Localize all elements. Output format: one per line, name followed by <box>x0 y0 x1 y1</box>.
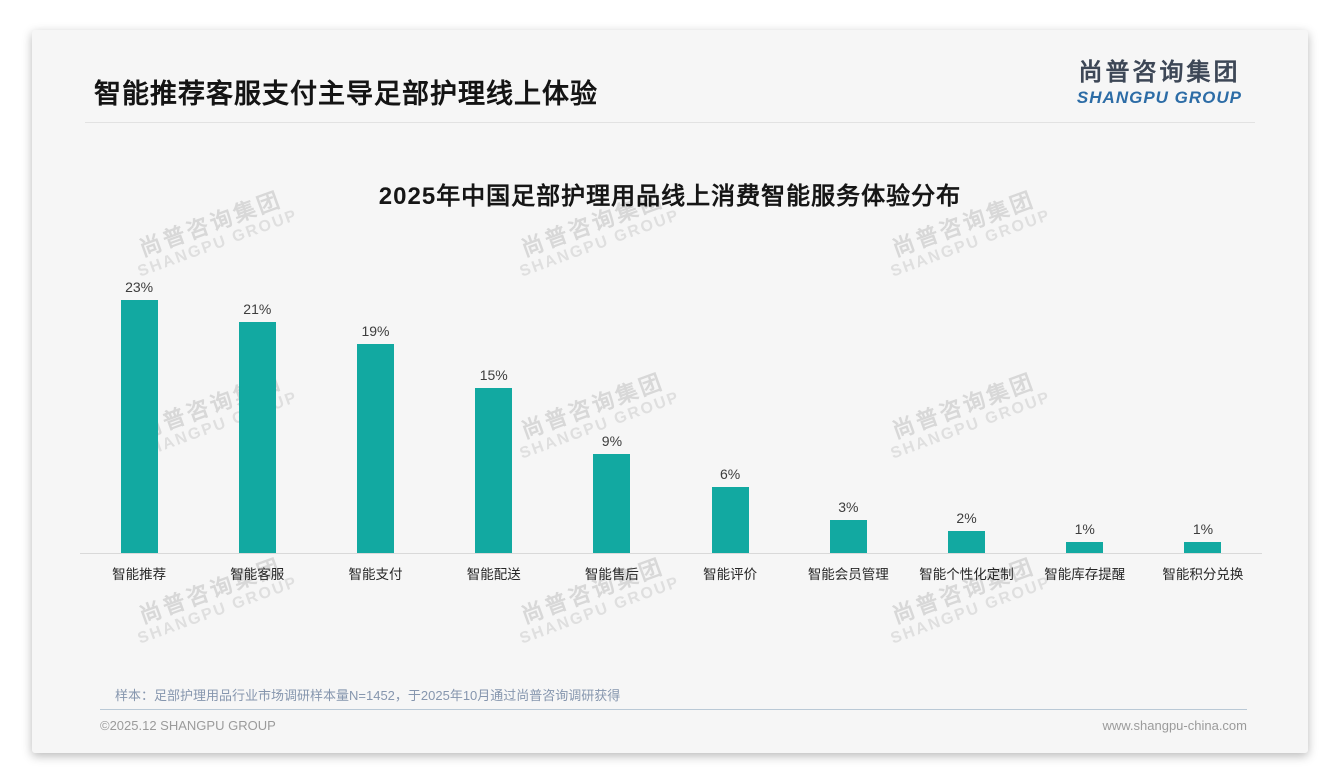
bar-column: 19% <box>316 268 434 553</box>
bar-category-label: 智能评价 <box>703 567 758 582</box>
header-divider <box>85 122 1255 123</box>
bar-value-label: 15% <box>479 367 508 383</box>
bar <box>829 520 867 553</box>
x-axis-line <box>80 553 1262 554</box>
sample-note: 样本：足部护理用品行业市场调研样本量N=1452，于2025年10月通过尚普咨询… <box>115 688 621 703</box>
website-url: www.shangpu-china.com <box>1102 718 1247 733</box>
bar-category-label: 智能积分兑换 <box>1162 567 1244 582</box>
brand-watermark: 尚普咨询集团 SHANGPU GROUP <box>878 546 1054 649</box>
bar-category-label: 智能推荐 <box>112 567 167 582</box>
bar-column: 15% <box>435 268 553 553</box>
bar-value-label: 6% <box>720 466 741 482</box>
bar-value-label: 3% <box>838 499 859 515</box>
copyright-text: ©2025.12 SHANGPU GROUP <box>100 718 276 733</box>
footer: ©2025.12 SHANGPU GROUP www.shangpu-china… <box>100 718 1247 733</box>
bar-category-label: 智能支付 <box>348 567 403 582</box>
bar-category-label: 智能配送 <box>466 567 521 582</box>
bar-chart-plot: 23% 21% 19% 15% 9% 6% 3% 2% 1% 1% <box>80 268 1262 553</box>
bar-category-label: 智能售后 <box>584 567 639 582</box>
brand-logo: 尚普咨询集团 SHANGPU GROUP <box>1077 52 1242 108</box>
bar <box>593 454 631 553</box>
brand-watermark: 尚普咨询集团 SHANGPU GROUP <box>125 546 301 649</box>
watermark-en-text: SHANGPU GROUP <box>517 573 683 648</box>
bar-column: 6% <box>671 268 789 553</box>
bar <box>948 531 986 553</box>
bar-value-label: 1% <box>1192 521 1214 537</box>
bar-value-label: 21% <box>243 301 272 317</box>
watermark-cn-text: 尚普咨询集团 <box>518 553 668 629</box>
bar-category-label: 智能个性化定制 <box>919 567 1014 582</box>
bar-column: 23% <box>80 268 198 553</box>
watermark-cn-text: 尚普咨询集团 <box>136 553 286 629</box>
bar <box>357 344 394 553</box>
watermark-cn-text: 尚普咨询集团 <box>889 553 1039 629</box>
bar-category-label: 智能客服 <box>230 567 285 582</box>
brand-logo-cn: 尚普咨询集团 <box>1078 59 1241 86</box>
bar-column: 2% <box>907 268 1025 553</box>
brand-watermark: 尚普咨询集团 SHANGPU GROUP <box>507 546 683 649</box>
bar <box>711 487 749 553</box>
watermark-en-text: SHANGPU GROUP <box>135 573 301 648</box>
bar-value-label: 2% <box>956 510 977 526</box>
footer-divider <box>100 709 1247 710</box>
bar-column: 1% <box>1026 268 1144 553</box>
bar-value-label: 1% <box>1074 521 1095 537</box>
page-title: 智能推荐客服支付主导足部护理线上体验 <box>94 79 598 109</box>
bar-column: 9% <box>553 268 671 553</box>
bar-column: 1% <box>1144 268 1262 553</box>
report-card: 尚普咨询集团 SHANGPU GROUP 尚普咨询集团 SHANGPU GROUP … <box>32 30 1308 753</box>
chart-title: 2025年中国足部护理用品线上消费智能服务体验分布 <box>378 183 962 210</box>
bar <box>1066 542 1104 553</box>
x-axis-category-labels: 智能推荐 智能客服 智能支付 智能配送 智能售后 智能评价 智能会员管理 智能个性化定制 智能库… <box>80 563 1262 583</box>
bar-value-label: 19% <box>361 323 390 339</box>
watermark-en-text: SHANGPU GROUP <box>888 573 1054 648</box>
bar-category-label: 智能库存提醒 <box>1044 567 1126 582</box>
bar <box>475 388 513 553</box>
brand-logo-en: SHANGPU GROUP <box>1076 88 1242 107</box>
bar-column: 21% <box>198 268 316 553</box>
bar-category-label: 智能会员管理 <box>807 567 889 582</box>
bar <box>238 322 276 553</box>
bar <box>120 300 158 553</box>
bar-value-label: 23% <box>125 279 154 295</box>
bar-value-label: 9% <box>601 433 623 449</box>
bar-column: 3% <box>789 268 907 553</box>
bar <box>1184 542 1222 553</box>
